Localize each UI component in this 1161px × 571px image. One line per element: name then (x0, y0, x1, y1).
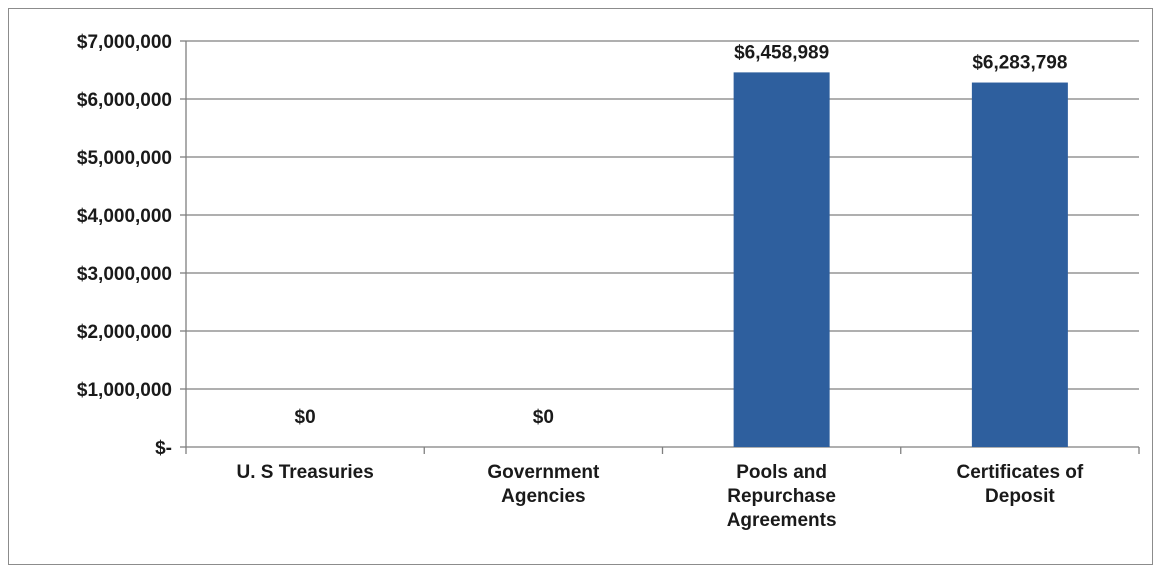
y-tick-label: $2,000,000 (77, 322, 172, 343)
x-category-label: Agreements (727, 510, 837, 531)
y-tick-label: $4,000,000 (77, 206, 172, 227)
x-category-label: U. S Treasuries (236, 462, 373, 483)
x-category-label: Certificates of (957, 462, 1084, 483)
bar (733, 72, 830, 448)
y-tick-labels: $- $1,000,000 $2,000,000 $3,000,000 $4,000,0… (77, 32, 172, 459)
bar-data-label: $6,458,989 (734, 42, 829, 63)
y-tick-label: $- (155, 438, 172, 459)
x-category-label: Deposit (985, 486, 1055, 507)
y-tick-label: $6,000,000 (77, 90, 172, 111)
x-category-label: Government (487, 462, 600, 483)
chart-frame (8, 8, 1153, 565)
bar (971, 82, 1068, 447)
bars (733, 72, 1068, 448)
y-tick-label: $7,000,000 (77, 32, 172, 53)
data-labels: $0 $0 $6,458,989 $6,283,798 (295, 42, 1068, 428)
bar-data-label: $0 (295, 407, 316, 428)
x-category-label: Agencies (501, 486, 585, 507)
bar-data-label: $0 (533, 407, 554, 428)
x-category-label: Pools and (736, 462, 827, 483)
x-category-label: Repurchase (727, 486, 836, 507)
y-tick-label: $1,000,000 (77, 380, 172, 401)
x-category-labels: U. S Treasuries Government Agencies Pools a… (236, 462, 1083, 531)
y-tick-label: $3,000,000 (77, 264, 172, 285)
y-tick-label: $5,000,000 (77, 148, 172, 169)
bar-data-label: $6,283,798 (972, 53, 1067, 74)
